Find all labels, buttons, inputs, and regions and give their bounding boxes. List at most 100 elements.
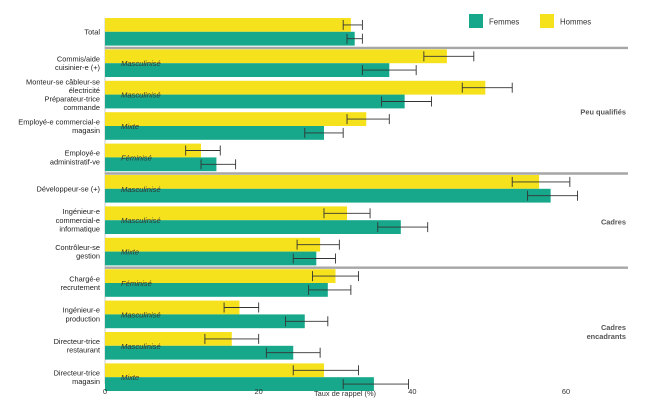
legend: Femmes Hommes (469, 14, 591, 28)
occupation-type-label: Féminisé (121, 153, 152, 162)
bar-hommes (105, 18, 351, 32)
group-label: Cadres (601, 218, 626, 227)
x-tick-label: 40 (408, 387, 416, 396)
group-label-line: Peu qualifiés (580, 108, 626, 117)
x-tick-label: 0 (103, 387, 107, 396)
category-label-line: production (65, 314, 100, 323)
category-label: Directeur-trice magasin (54, 369, 100, 387)
category-label: Total (84, 27, 100, 36)
category-label-line: électricité (69, 86, 100, 95)
occupation-type-label: Masculinisé (121, 91, 161, 100)
category-label: Directeur-trice restaurant (54, 337, 100, 355)
category-label-line: Total (84, 27, 100, 36)
error-bar-hommes (323, 208, 371, 219)
occupation-type-label: Féminisé (121, 279, 152, 288)
legend-hommes: Hommes (540, 14, 591, 28)
category-label: Contrôleur-se gestion (55, 243, 100, 261)
error-bar-hommes (185, 145, 221, 156)
error-bar-femmes (377, 222, 429, 233)
group-label-line: Cadres (601, 323, 626, 332)
error-bar-hommes (461, 82, 513, 93)
category-label-line: Contrôleur-se (55, 243, 100, 252)
legend-label: Femmes (489, 18, 519, 27)
bar-hommes (105, 363, 324, 378)
category-label: Développeur-se (+) (37, 184, 100, 193)
occupation-type-label: Masculinisé (121, 310, 161, 319)
error-bar-femmes (527, 190, 578, 201)
error-bar-hommes (292, 365, 359, 376)
bar-hommes (105, 269, 336, 283)
error-bar-femmes (292, 253, 336, 264)
legend-swatch (540, 14, 554, 28)
legend-swatch (469, 14, 483, 28)
category-label: Ingénieur-e commercial-e informatique (56, 207, 100, 233)
category-label: Employé-e administratif-ve (50, 149, 100, 167)
error-bar-femmes (200, 159, 237, 170)
bar-hommes (105, 237, 321, 252)
group-label-line: Cadres (601, 218, 626, 227)
bar-femmes (105, 94, 405, 109)
group-label: Cadres encadrants (587, 323, 626, 341)
category-label-line: recrutement (61, 283, 100, 292)
bar-femmes (105, 126, 324, 140)
bar-femmes (105, 283, 328, 297)
x-tick-label: 20 (255, 387, 263, 396)
group-label-line: encadrants (587, 332, 626, 341)
bar-hommes (105, 143, 202, 158)
occupation-type-label: Mixte (121, 248, 139, 257)
bar-femmes (105, 63, 390, 77)
error-bar-hommes (296, 239, 340, 250)
category-label-line: administratif-ve (50, 157, 100, 166)
category-label-line: commande (63, 103, 100, 112)
group-label: Peu qualifiés (580, 108, 626, 117)
bar-femmes (105, 377, 374, 391)
bar-femmes (105, 220, 401, 234)
error-bar-hommes (223, 302, 260, 313)
category-label: Employé-e commercial-e magasin (18, 117, 100, 135)
labels-layer: Total Masculinisé Commis/aide cuisinier-e (… (18, 27, 626, 398)
occupation-type-label: Mixte (121, 122, 139, 131)
error-bar-hommes (511, 176, 571, 187)
category-label: Ingénieur-e production (63, 306, 100, 324)
error-bar-hommes (204, 333, 260, 344)
category-label-line: Directeur-trice (54, 337, 100, 346)
occupation-type-label: Mixte (121, 373, 139, 382)
category-label-line: informatique (59, 224, 100, 233)
bar-hommes (105, 332, 232, 346)
error-bar-hommes (342, 19, 363, 30)
error-bar-hommes (312, 271, 359, 282)
error-bar-femmes (265, 347, 321, 358)
category-label-line: cuisinier-e (+) (55, 63, 100, 72)
x-tick-label: 60 (562, 387, 570, 396)
occupation-type-label: Masculinisé (121, 185, 161, 194)
category-label: Monteur-se câbleur-se électricité Préparat… (26, 77, 100, 112)
bar-femmes (105, 345, 294, 360)
occupation-type-label: Masculinisé (121, 342, 161, 351)
category-label-line: Employé-e commercial-e (18, 117, 100, 126)
error-bar-hommes (423, 51, 475, 62)
bar-femmes (105, 157, 217, 172)
bar-hommes (105, 80, 486, 95)
bars-layer (104, 18, 628, 391)
x-axis-title: Taux de rappel (%) (314, 389, 376, 398)
legend-femmes: Femmes (469, 14, 519, 28)
category-label-line: commercial-e (56, 216, 100, 225)
error-bar-femmes (381, 96, 432, 107)
category-label-line: magasin (72, 126, 100, 135)
error-bar-femmes (346, 33, 363, 44)
category-label-line: restaurant (67, 346, 100, 355)
error-bar-femmes (308, 284, 352, 295)
bar-hommes (105, 175, 540, 189)
bar-hommes (105, 206, 348, 221)
category-label: Chargé-e recrutement (61, 274, 100, 292)
bar-femmes (105, 251, 317, 266)
occupation-type-label: Masculinisé (121, 216, 161, 225)
category-label: Commis/aide cuisinier-e (+) (55, 55, 100, 73)
category-label-line: Chargé-e (69, 274, 100, 283)
error-bar-hommes (346, 114, 390, 125)
error-bar-femmes (361, 65, 417, 76)
category-label-line: Employé-e (65, 149, 100, 158)
bar-femmes (105, 188, 551, 203)
category-label-line: Ingénieur-e (63, 207, 100, 216)
